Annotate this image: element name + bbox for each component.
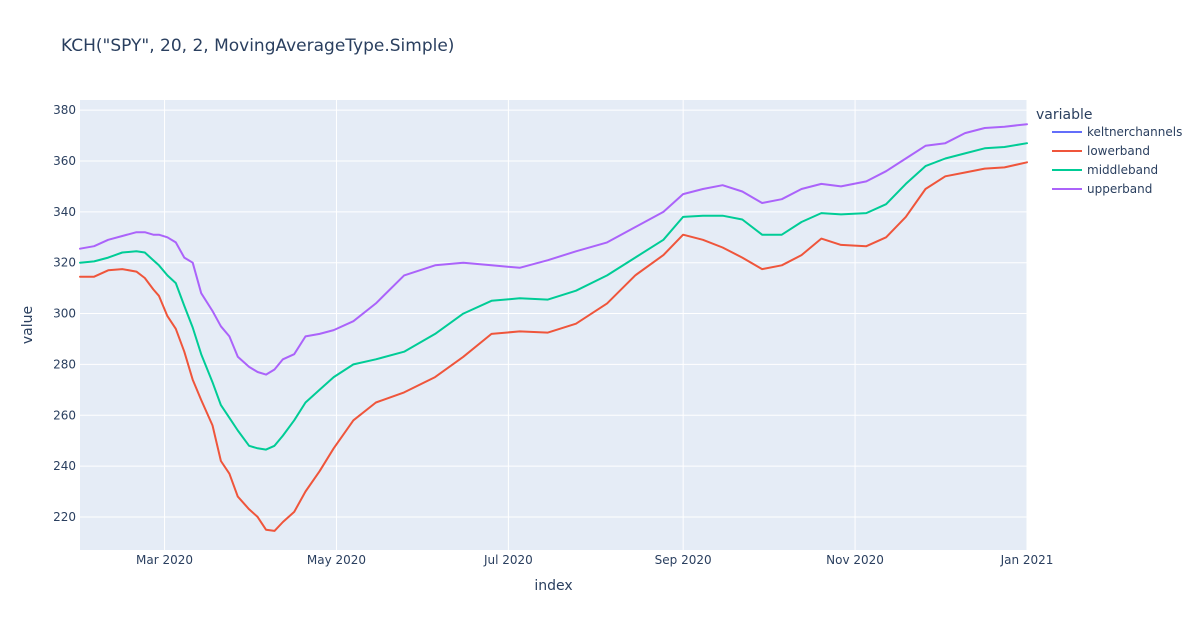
- x-tick-label: Sep 2020: [655, 553, 712, 567]
- series-lines: [79, 123, 1028, 532]
- y-tick-label: 280: [53, 357, 76, 371]
- legend-label: upperband: [1087, 182, 1152, 196]
- x-axis-ticks: Mar 2020 May 2020 Jul 2020 Sep 2020 Nov 2020…: [136, 553, 1053, 567]
- legend-item-middleband[interactable]: middleband: [1052, 163, 1158, 177]
- y-tick-label: 360: [53, 154, 76, 168]
- legend-item-upperband[interactable]: upperband: [1052, 182, 1152, 196]
- y-tick-label: 380: [53, 103, 76, 117]
- legend-label: lowerband: [1087, 144, 1150, 158]
- y-axis-title: value: [20, 306, 36, 344]
- x-tick-label: Nov 2020: [826, 553, 884, 567]
- legend-label: middleband: [1087, 163, 1158, 177]
- legend-label: keltnerchannels: [1087, 125, 1182, 139]
- gridlines: [80, 100, 1028, 550]
- legend-item-lowerband[interactable]: lowerband: [1052, 144, 1150, 158]
- y-tick-label: 220: [53, 510, 76, 524]
- chart-title: KCH("SPY", 20, 2, MovingAverageType.Simp…: [61, 36, 454, 56]
- y-tick-label: 240: [53, 459, 76, 473]
- series-line-upperband[interactable]: [79, 123, 1028, 376]
- legend-item-keltnerchannels[interactable]: keltnerchannels: [1052, 125, 1182, 139]
- x-tick-label: Jul 2020: [483, 553, 533, 567]
- x-tick-label: Mar 2020: [136, 553, 193, 567]
- y-axis-ticks: 220 240 260 280 300 320 340 360 380: [53, 103, 76, 524]
- legend: variable keltnerchannels lowerband middleb…: [1036, 107, 1182, 196]
- plot-area[interactable]: [80, 100, 1027, 550]
- y-tick-label: 320: [53, 256, 76, 270]
- y-tick-label: 300: [53, 307, 76, 321]
- x-tick-label: May 2020: [307, 553, 366, 567]
- series-line-lowerband[interactable]: [79, 161, 1028, 532]
- y-tick-label: 260: [53, 408, 76, 422]
- y-tick-label: 340: [53, 205, 76, 219]
- x-tick-label: Jan 2021: [1000, 553, 1054, 567]
- series-line-middleband[interactable]: [79, 142, 1028, 451]
- legend-title: variable: [1036, 107, 1092, 123]
- x-axis-title: index: [534, 578, 572, 594]
